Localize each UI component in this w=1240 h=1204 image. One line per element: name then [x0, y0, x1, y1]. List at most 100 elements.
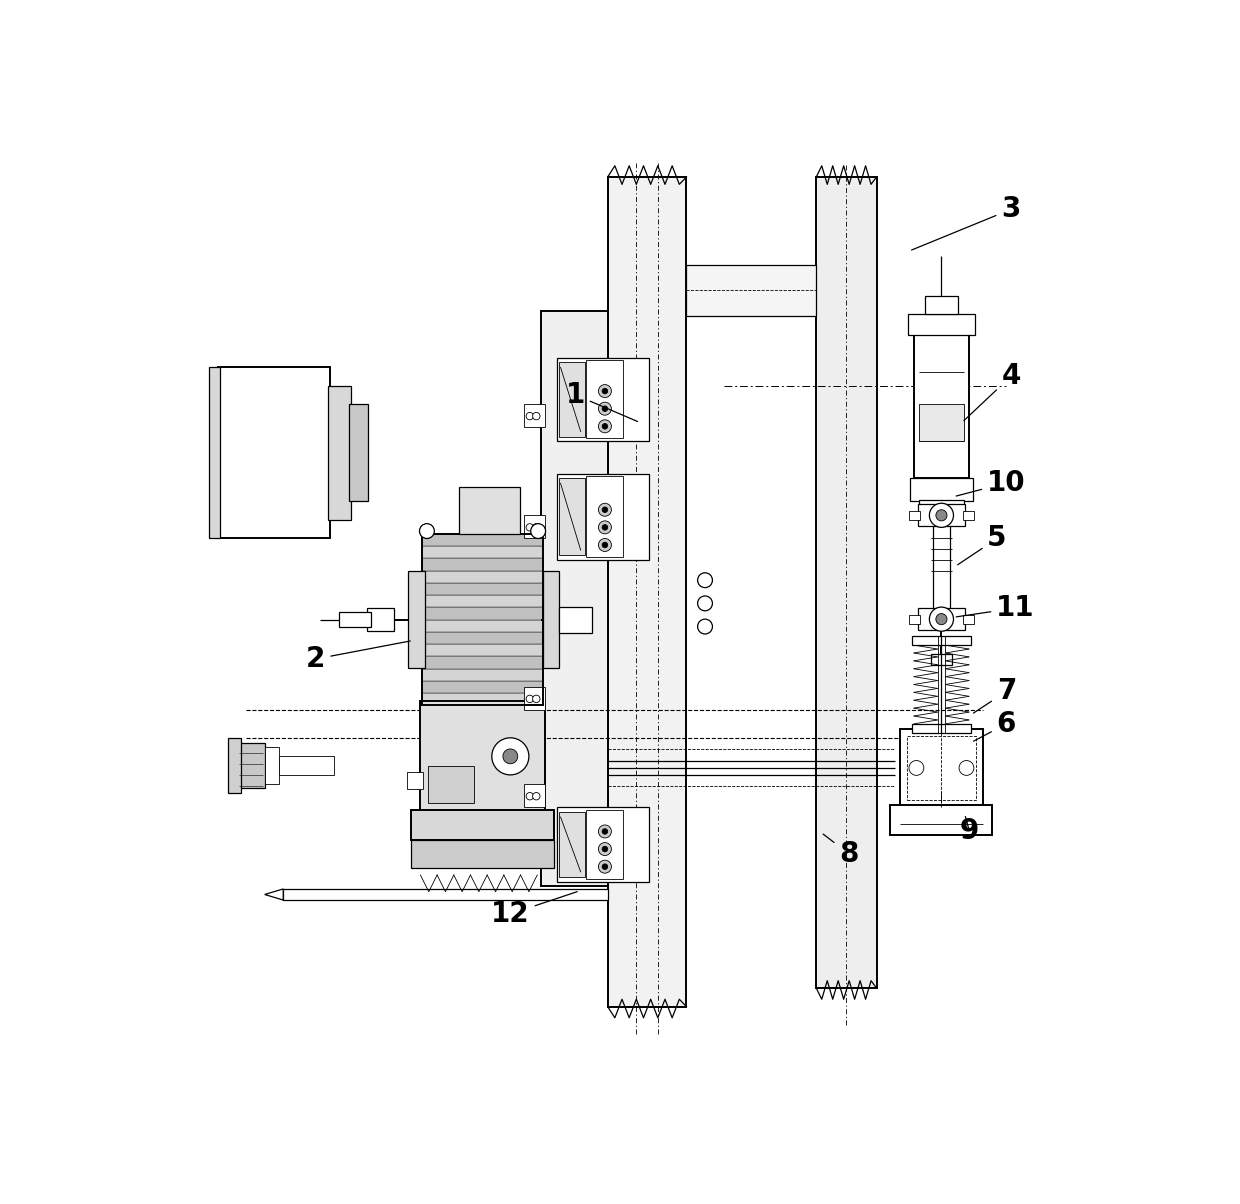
Bar [407, 772, 423, 789]
Bar [367, 608, 394, 631]
Circle shape [419, 524, 434, 538]
Text: 2: 2 [306, 641, 410, 673]
Bar [919, 608, 965, 630]
Circle shape [599, 402, 611, 415]
Circle shape [599, 538, 611, 551]
Circle shape [909, 761, 924, 775]
Text: 4: 4 [963, 362, 1021, 420]
Text: 9: 9 [960, 816, 978, 844]
Bar [423, 680, 543, 694]
Bar [423, 694, 543, 706]
Bar [931, 655, 951, 666]
Circle shape [526, 413, 533, 420]
Text: 7: 7 [973, 678, 1016, 713]
Bar [408, 571, 425, 668]
Bar [911, 636, 971, 645]
Bar [890, 805, 992, 836]
Bar [687, 265, 816, 315]
Bar [919, 500, 963, 520]
Bar [908, 736, 976, 799]
Bar [909, 614, 920, 624]
Polygon shape [264, 889, 283, 901]
Circle shape [930, 607, 954, 631]
Circle shape [603, 525, 608, 530]
Bar [908, 314, 975, 335]
Circle shape [533, 792, 539, 799]
Bar [910, 478, 973, 501]
Bar [587, 477, 624, 557]
Circle shape [526, 524, 533, 531]
Bar [428, 766, 474, 803]
Text: 8: 8 [823, 834, 858, 868]
Bar [423, 559, 543, 571]
Circle shape [603, 846, 608, 852]
Circle shape [533, 413, 539, 420]
Bar [919, 504, 965, 526]
Bar [559, 607, 591, 632]
Text: 6: 6 [973, 710, 1016, 742]
Bar [525, 405, 544, 427]
Bar [339, 612, 371, 627]
Bar [919, 405, 963, 441]
Bar [423, 607, 543, 620]
Circle shape [603, 507, 608, 513]
Circle shape [503, 749, 518, 763]
Bar [608, 177, 687, 1007]
Circle shape [603, 406, 608, 412]
Circle shape [599, 521, 611, 533]
Bar [228, 738, 241, 793]
Circle shape [959, 761, 973, 775]
Bar [210, 367, 221, 538]
Text: 11: 11 [956, 594, 1035, 622]
Bar [587, 360, 624, 438]
Bar [423, 571, 543, 583]
Bar [962, 614, 973, 624]
Circle shape [698, 619, 713, 635]
Bar [962, 510, 973, 520]
Bar [525, 515, 544, 538]
Circle shape [533, 524, 539, 531]
Bar [420, 701, 544, 811]
Circle shape [936, 509, 947, 521]
Circle shape [603, 389, 608, 394]
Text: 5: 5 [957, 525, 1007, 565]
Bar [587, 810, 624, 879]
Bar [283, 889, 608, 901]
Bar [914, 335, 970, 478]
Circle shape [698, 573, 713, 588]
Bar [557, 358, 650, 441]
Bar [264, 746, 279, 784]
Bar [218, 367, 330, 538]
Circle shape [526, 695, 533, 703]
Bar [423, 620, 543, 632]
Bar [900, 728, 983, 808]
Bar [925, 296, 959, 314]
Bar [541, 312, 608, 886]
Circle shape [603, 864, 608, 869]
Bar [932, 518, 950, 613]
Bar [423, 533, 543, 547]
Circle shape [936, 614, 947, 625]
Bar [525, 686, 544, 710]
Circle shape [698, 596, 713, 610]
Bar [558, 811, 584, 877]
Bar [423, 583, 543, 595]
Bar [525, 784, 544, 808]
Circle shape [603, 828, 608, 834]
Bar [237, 743, 264, 787]
Bar [459, 488, 520, 533]
Bar [279, 756, 335, 775]
Bar [423, 644, 543, 656]
Bar [816, 177, 877, 988]
Circle shape [599, 384, 611, 397]
Circle shape [531, 524, 546, 538]
Circle shape [492, 738, 529, 775]
Bar [557, 473, 650, 560]
Circle shape [603, 424, 608, 429]
Bar [327, 385, 351, 520]
Circle shape [599, 843, 611, 856]
Bar [557, 808, 650, 881]
Bar [423, 668, 543, 681]
Circle shape [599, 503, 611, 517]
Text: 10: 10 [956, 468, 1025, 497]
